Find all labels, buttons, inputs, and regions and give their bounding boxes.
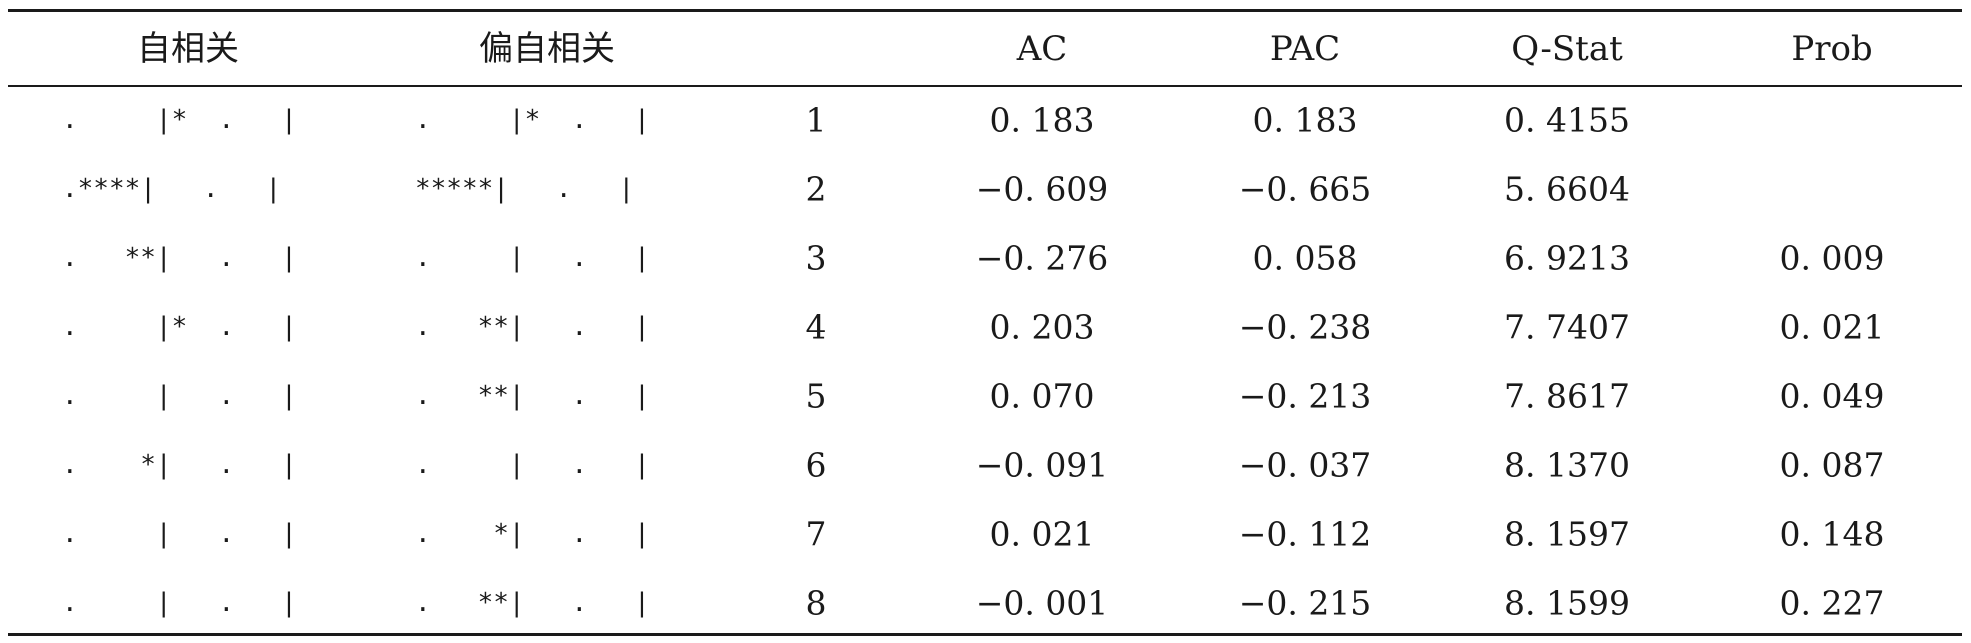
pac-cell: −0. 037 bbox=[1238, 445, 1372, 485]
ac-graph-cell: . |* . | bbox=[62, 312, 297, 342]
lag-cell: 5 bbox=[805, 376, 827, 416]
lag-cell: 2 bbox=[805, 169, 827, 209]
pac-cell: −0. 215 bbox=[1238, 583, 1372, 623]
prob-cell: 0. 049 bbox=[1779, 376, 1885, 416]
qstat-cell: 8. 1370 bbox=[1504, 445, 1630, 485]
ac-graph-cell: . | . | bbox=[62, 519, 297, 549]
qstat-cell: 7. 7407 bbox=[1504, 307, 1630, 347]
ac-graph-cell: . | . | bbox=[62, 588, 297, 618]
lag-cell: 3 bbox=[805, 238, 827, 278]
prob-cell: 0. 148 bbox=[1779, 514, 1885, 554]
pac-graph-cell: . **| . | bbox=[415, 312, 650, 342]
prob-cell: 0. 021 bbox=[1779, 307, 1885, 347]
ac-cell: 0. 070 bbox=[989, 376, 1095, 416]
pac-graph-cell: . *| . | bbox=[415, 519, 650, 549]
header-partial-autocorrelation: 偏自相关 bbox=[479, 29, 615, 69]
ac-cell: −0. 276 bbox=[975, 238, 1109, 278]
table-bottom-rule bbox=[8, 633, 1962, 636]
prob-cell: 0. 009 bbox=[1779, 238, 1885, 278]
header-pac: PAC bbox=[1269, 29, 1341, 69]
pac-cell: −0. 213 bbox=[1238, 376, 1372, 416]
ac-graph-cell: . *| . | bbox=[62, 450, 297, 480]
qstat-cell: 8. 1599 bbox=[1504, 583, 1630, 623]
lag-cell: 7 bbox=[805, 514, 827, 554]
table-header-rule bbox=[8, 85, 1962, 87]
pac-graph-cell: . |* . | bbox=[415, 105, 650, 135]
ac-cell: −0. 609 bbox=[975, 169, 1109, 209]
ac-cell: 0. 203 bbox=[989, 307, 1095, 347]
header-autocorrelation: 自相关 bbox=[137, 29, 239, 69]
header-qstat: Q-Stat bbox=[1511, 29, 1623, 69]
header-ac: AC bbox=[1016, 29, 1068, 69]
pac-graph-cell: . **| . | bbox=[415, 588, 650, 618]
qstat-cell: 6. 9213 bbox=[1504, 238, 1630, 278]
pac-cell: 0. 183 bbox=[1252, 100, 1358, 140]
pac-cell: 0. 058 bbox=[1252, 238, 1358, 278]
lag-cell: 4 bbox=[805, 307, 827, 347]
ac-graph-cell: . | . | bbox=[62, 381, 297, 411]
pac-graph-cell: . | . | bbox=[415, 243, 650, 273]
pac-cell: −0. 665 bbox=[1238, 169, 1372, 209]
ac-cell: 0. 183 bbox=[989, 100, 1095, 140]
ac-cell: −0. 001 bbox=[975, 583, 1109, 623]
lag-cell: 6 bbox=[805, 445, 827, 485]
qstat-cell: 8. 1597 bbox=[1504, 514, 1630, 554]
prob-cell: 0. 087 bbox=[1779, 445, 1885, 485]
header-prob: Prob bbox=[1791, 29, 1873, 69]
pac-graph-cell: . | . | bbox=[415, 450, 650, 480]
pac-cell: −0. 112 bbox=[1238, 514, 1372, 554]
table-top-rule bbox=[8, 9, 1962, 12]
lag-cell: 1 bbox=[805, 100, 827, 140]
lag-cell: 8 bbox=[805, 583, 827, 623]
qstat-cell: 5. 6604 bbox=[1504, 169, 1630, 209]
ac-cell: −0. 091 bbox=[975, 445, 1109, 485]
ac-graph-cell: .****| . | bbox=[62, 174, 282, 204]
qstat-cell: 7. 8617 bbox=[1504, 376, 1630, 416]
pac-graph-cell: *****| . | bbox=[415, 174, 635, 204]
ac-cell: 0. 021 bbox=[989, 514, 1095, 554]
pac-cell: −0. 238 bbox=[1238, 307, 1372, 347]
qstat-cell: 0. 4155 bbox=[1504, 100, 1630, 140]
prob-cell: 0. 227 bbox=[1779, 583, 1885, 623]
ac-graph-cell: . |* . | bbox=[62, 105, 297, 135]
pac-graph-cell: . **| . | bbox=[415, 381, 650, 411]
ac-graph-cell: . **| . | bbox=[62, 243, 297, 273]
